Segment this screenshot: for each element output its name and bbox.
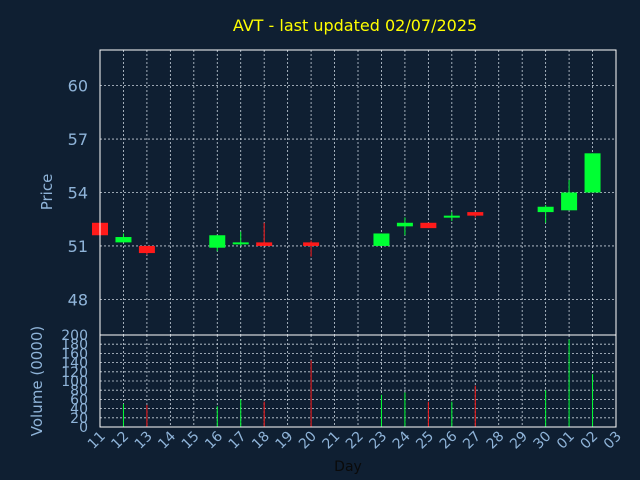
x-axis-label: Day (334, 459, 362, 475)
volume-tick-label: 80 (70, 383, 88, 399)
price-tick-label: 57 (68, 130, 88, 149)
candle-body (256, 242, 273, 246)
volume-tick-label: 200 (61, 328, 88, 344)
volume-tick-label: 100 (61, 374, 88, 390)
candle-body (467, 212, 484, 216)
volume-tick-label: 160 (61, 346, 88, 362)
x-tick-labels: 11 12 13 14 15 16 17 18 19 20 21 22 23 24 25 26 27 28 29 30… (85, 428, 625, 452)
volume-tick-label: 60 (70, 392, 88, 408)
candle-body (115, 237, 132, 243)
volume-tick-label: 180 (61, 337, 88, 353)
volume-tick-label: 140 (61, 356, 88, 372)
price-grid (99, 50, 617, 335)
price-tick-label: 51 (68, 237, 88, 256)
volume-bars (122, 339, 594, 427)
volume-tick-label: 40 (70, 402, 88, 418)
volume-panel-frame (99, 334, 617, 428)
price-tick-label: 60 (68, 77, 88, 96)
candle-body (209, 235, 226, 248)
chart-title: AVT - last updated 02/07/2025 (233, 16, 477, 35)
candle-body (443, 215, 460, 218)
candle-body (138, 245, 155, 254)
candle-body (232, 242, 249, 245)
candle-body (537, 206, 554, 213)
price-tick-label: 48 (68, 290, 88, 309)
volume-tick-label: 120 (61, 365, 88, 381)
candle-body (303, 242, 320, 246)
candle-body (584, 153, 601, 193)
candle-body (373, 233, 390, 246)
candle-body (396, 222, 413, 227)
volume-tick-label: 20 (70, 411, 88, 427)
price-axis-label: Price (38, 174, 56, 211)
volume-axis-label: Volume (0000) (28, 326, 46, 436)
candle-body (561, 192, 578, 211)
candles (92, 153, 601, 257)
price-y-ticks: 48 51 54 57 60 (68, 77, 88, 310)
price-tick-label: 54 (68, 184, 88, 203)
volume-tick-label: 0 (79, 420, 88, 436)
candle-body (420, 222, 437, 229)
